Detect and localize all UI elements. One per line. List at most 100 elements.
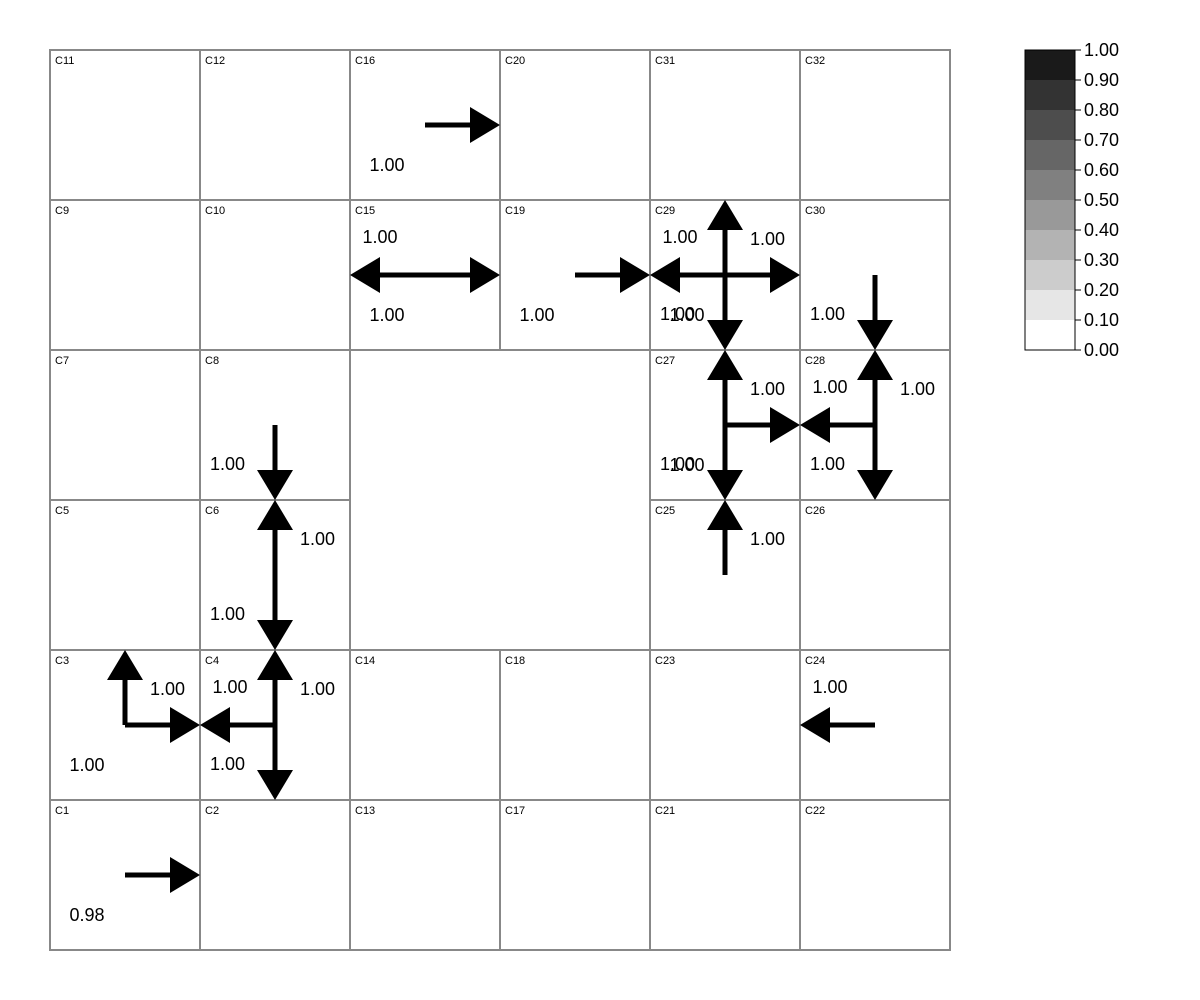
cell-label-c10: C10: [205, 205, 225, 217]
cell-label-c12: C12: [205, 55, 225, 67]
cell-c7: [49, 349, 201, 501]
arrow-value-label: 1.00: [300, 529, 335, 549]
arrow-value-label: 1.00: [669, 455, 704, 475]
arrow-head: [200, 707, 230, 743]
cell-label-c2: C2: [205, 805, 219, 817]
arrow-value-label: 1.00: [362, 227, 397, 247]
cell-label-c11: C11: [55, 55, 74, 67]
cell-label-c1: C1: [55, 805, 69, 817]
cell-label-c22: C22: [805, 805, 825, 817]
colorbar-band: [1025, 50, 1075, 81]
cell-label-c8: C8: [205, 355, 219, 367]
arrow-head: [350, 257, 380, 293]
arrow-value-label: 1.00: [69, 755, 104, 775]
colorbar-tick-label: 0.00: [1084, 340, 1119, 360]
arrows: 1.001.001.00 1.001.001.001.001.00 1.001.00…: [69, 107, 935, 925]
arrow-head: [857, 470, 893, 500]
arrow-value-label: 1.00: [750, 229, 785, 249]
arrow-head: [170, 857, 200, 893]
arrow-value-label: 1.00: [810, 304, 845, 324]
arrow-head: [857, 350, 893, 380]
cell-c21: [649, 799, 801, 951]
arrow-value-label: 1.00: [369, 155, 404, 175]
arrow-head: [650, 257, 680, 293]
arrow-value-label: 1.00: [812, 377, 847, 397]
arrow-head: [800, 707, 830, 743]
arrow-value-label: 0.98: [69, 905, 104, 925]
arrow-value-label: 1.00: [750, 379, 785, 399]
grid-cells: C11 C12 C16 C20 C31 C32 C9 C10 C15 C19 C29 C30 C7 C8 C…: [49, 49, 951, 951]
colorbar-band: [1025, 320, 1075, 351]
cell-c12: [199, 49, 351, 201]
arrow-c15-right: 1.00: [369, 257, 500, 325]
arrow-head: [257, 620, 293, 650]
colorbar-band: [1025, 200, 1075, 231]
colorbar-tick-label: 0.90: [1084, 70, 1119, 90]
cell-c20: [499, 49, 651, 201]
arrow-head: [257, 650, 293, 680]
arrow-value-label: 1.00: [660, 304, 695, 324]
cell-c14: [349, 649, 501, 801]
cell-label-c24: C24: [805, 655, 825, 667]
arrow-c4-left: 1.00: [200, 677, 275, 743]
cell-label-c9: C9: [55, 205, 69, 217]
arrow-value-label: 1.00: [812, 677, 847, 697]
arrow-value-label: 1.00: [669, 305, 704, 325]
arrow-head: [707, 470, 743, 500]
arrow-c29-right: 1.00: [669, 257, 800, 325]
blocked-region: [349, 349, 651, 651]
cell-c32: [799, 49, 951, 201]
arrow-c29-up: 1.00: [707, 200, 785, 275]
arrow-c28-down: 1.00: [810, 425, 893, 500]
arrow-c3-right: 1.00: [69, 707, 200, 775]
arrow-head: [257, 470, 293, 500]
cell-label-c32: C32: [805, 55, 825, 67]
arrow-value-label: 1.00: [212, 677, 247, 697]
arrow-c24-left: 1.00: [800, 677, 875, 743]
cell-label-c13: C13: [355, 805, 375, 817]
cell-c18: [499, 649, 651, 801]
arrow-head: [107, 650, 143, 680]
arrow-head: [170, 707, 200, 743]
cell-c17: [499, 799, 651, 951]
arrow-head: [770, 257, 800, 293]
cell-label-c18: C18: [505, 655, 525, 667]
colorbar-tick-label: 0.40: [1084, 220, 1119, 240]
colorbar-band: [1025, 80, 1075, 111]
arrow-head: [470, 257, 500, 293]
arrow-head: [770, 407, 800, 443]
cell-label-c14: C14: [355, 655, 375, 667]
arrow-head: [707, 350, 743, 380]
arrow-c27-up: 1.00: [707, 350, 785, 425]
colorbar-tick-label: 0.60: [1084, 160, 1119, 180]
arrow-c6-up: 1.00: [257, 500, 335, 575]
arrow-head: [257, 770, 293, 800]
colorbar-tick-label: 0.70: [1084, 130, 1119, 150]
cell-label-c20: C20: [505, 55, 525, 67]
arrow-head: [707, 320, 743, 350]
arrow-c1-right: 0.98: [69, 857, 200, 925]
arrow-head: [470, 107, 500, 143]
arrow-value-label: 1.00: [300, 679, 335, 699]
cell-label-c21: C21: [655, 805, 675, 817]
colorbar-tick-label: 0.80: [1084, 100, 1119, 120]
cell-label-c31: C31: [655, 55, 675, 67]
colorbar-band: [1025, 230, 1075, 261]
arrow-c30-down: 1.00: [810, 275, 893, 350]
cell-c11: [49, 49, 201, 201]
cell-label-c4: C4: [205, 655, 219, 667]
arrow-c27-down: 1.00: [660, 425, 743, 500]
cell-c2: [199, 799, 351, 951]
arrow-c16-right: 1.00: [369, 107, 500, 175]
arrow-value-label: 1.00: [900, 379, 935, 399]
cell-label-c29: C29: [655, 205, 675, 217]
cell-c26: [799, 499, 951, 651]
arrow-value-label: 1.00: [150, 679, 185, 699]
arrow-c28-up: 1.00: [857, 350, 935, 425]
arrow-c15-left: 1.00: [350, 227, 425, 293]
cell-c31: [649, 49, 801, 201]
arrow-c29-left: 1.00: [650, 227, 725, 293]
cell-c13: [349, 799, 501, 951]
cell-label-c6: C6: [205, 505, 219, 517]
